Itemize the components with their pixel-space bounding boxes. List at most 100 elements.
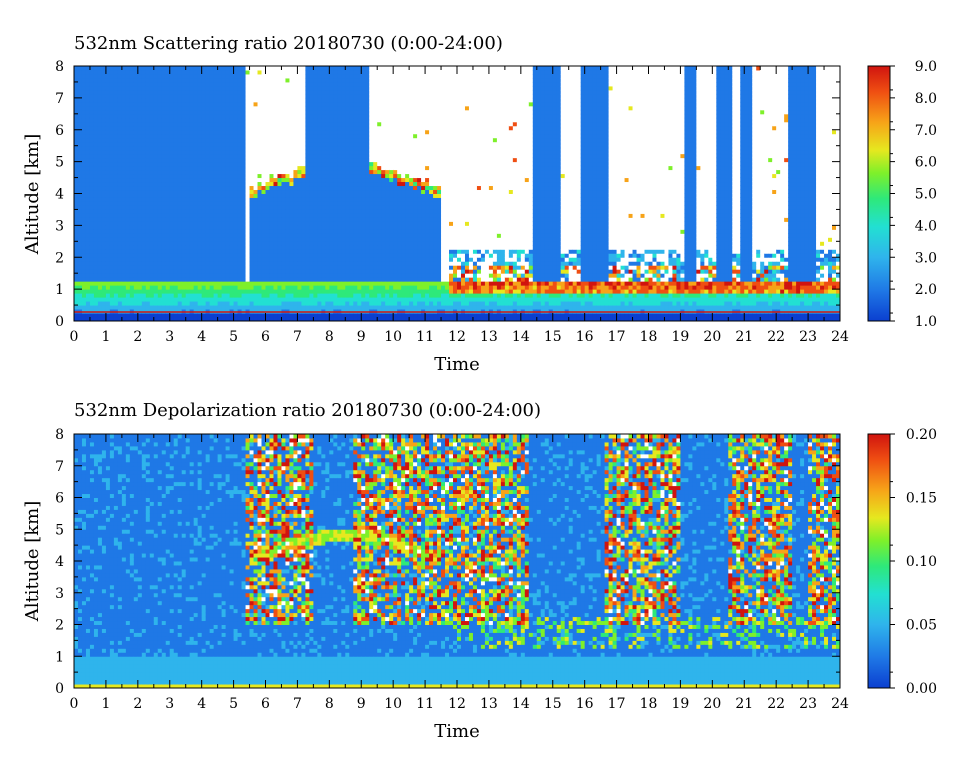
scattering-cell: [265, 293, 270, 298]
scattering-cell: [317, 77, 322, 83]
scattering-cell: [321, 133, 326, 139]
scattering-cell: [357, 177, 362, 183]
scattering-cell: [141, 149, 147, 155]
scattering-cell: [357, 241, 362, 246]
scattering-cell: [133, 73, 139, 79]
scattering-cell: [185, 81, 191, 87]
scattering-cell: [357, 93, 362, 99]
scattering-cell: [369, 129, 374, 135]
scattering-cell: [173, 69, 179, 75]
scattering-cell: [74, 185, 79, 191]
scattering-cell: [313, 89, 318, 95]
scattering-cell: [133, 177, 139, 183]
scattering-cell: [245, 69, 251, 75]
scattering-cell: [289, 237, 294, 242]
scattering-cell: [181, 189, 187, 194]
scattering-cell: [325, 225, 330, 230]
scattering-cell: [109, 113, 115, 119]
scattering-cell: [233, 117, 239, 123]
scattering-cell: [117, 233, 123, 238]
scattering-cell: [269, 245, 274, 250]
scattering-cell: [137, 205, 143, 210]
scattering-cell: [365, 165, 370, 171]
scattering-cell: [333, 101, 338, 107]
scattering-cell: [265, 129, 270, 135]
scattering-cell: [297, 77, 302, 83]
scattering-cell: [153, 233, 159, 238]
scattering-cell: [233, 185, 239, 191]
scattering-cell: [137, 149, 143, 155]
scattering-cell: [241, 293, 247, 298]
scattering-cell: [249, 293, 255, 298]
scattering-cell: [89, 129, 95, 135]
scattering-cell: [145, 221, 151, 226]
scattering-cell: [185, 105, 191, 111]
scattering-cell: [177, 89, 183, 95]
scattering-cell: [165, 177, 171, 183]
scattering-cell: [229, 145, 235, 151]
scattering-cell: [93, 305, 99, 310]
scattering-cell: [233, 305, 239, 310]
scattering-cell: [89, 293, 95, 298]
scattering-cell: [237, 137, 243, 143]
scattering-cell: [245, 233, 251, 238]
scattering-cell: [317, 133, 322, 139]
scattering-cell: [161, 237, 167, 242]
scattering-cell: [345, 149, 350, 155]
scattering-cell: [257, 153, 263, 159]
scattering-cell: [365, 101, 370, 107]
scattering-cell: [153, 145, 159, 151]
scattering-cell: [149, 169, 155, 175]
scattering-cell: [325, 153, 330, 159]
scattering-cell: [213, 301, 219, 306]
scattering-cell: [341, 69, 346, 75]
scattering-cell: [77, 313, 83, 318]
scattering-cell: [197, 69, 203, 75]
scattering-cell: [281, 129, 286, 135]
scattering-cell: [325, 201, 330, 206]
scattering-cell: [113, 145, 119, 151]
scattering-cell: [305, 245, 310, 250]
scattering-cell: [217, 285, 223, 290]
scattering-cell: [305, 149, 310, 155]
scattering-cell: [189, 177, 195, 183]
scattering-cell: [329, 305, 334, 310]
scattering-cell: [209, 189, 215, 194]
scattering-cell: [81, 117, 87, 123]
scattering-cell: [177, 197, 183, 202]
scattering-cell: [221, 169, 227, 175]
scattering-cell: [77, 161, 83, 167]
scattering-cell: [213, 93, 219, 99]
scattering-cell: [337, 269, 342, 274]
scattering-cell: [341, 125, 346, 131]
scattering-cell: [81, 185, 87, 191]
scattering-cell: [301, 177, 306, 183]
scattering-cell: [329, 137, 334, 143]
scattering-cell: [245, 105, 251, 111]
scattering-cell: [377, 245, 382, 250]
scattering-cell: [205, 233, 211, 238]
scattering-cell: [365, 153, 370, 159]
scattering-cell: [277, 161, 282, 167]
scattering-cell: [293, 301, 298, 306]
scattering-cell: [257, 233, 263, 238]
scattering-cell: [345, 281, 350, 286]
scattering-cell: [241, 93, 247, 99]
scattering-cell: [85, 93, 91, 99]
scattering-cell: [233, 193, 239, 198]
scattering-cell: [121, 241, 127, 246]
scattering-cell: [129, 157, 135, 163]
scattering-cell: [309, 281, 314, 286]
scattering-cell: [297, 205, 302, 210]
scattering-cell: [205, 141, 211, 147]
scattering-cell: [293, 157, 298, 163]
scattering-cell: [269, 89, 274, 95]
scattering-cell: [333, 249, 338, 254]
scattering-cell: [153, 125, 159, 131]
scattering-cell: [333, 125, 338, 131]
scattering-cell: [241, 161, 247, 167]
scattering-cell: [297, 245, 302, 250]
scattering-cell: [237, 313, 243, 318]
scattering-cell: [353, 89, 358, 95]
scattering-cell: [373, 177, 378, 183]
